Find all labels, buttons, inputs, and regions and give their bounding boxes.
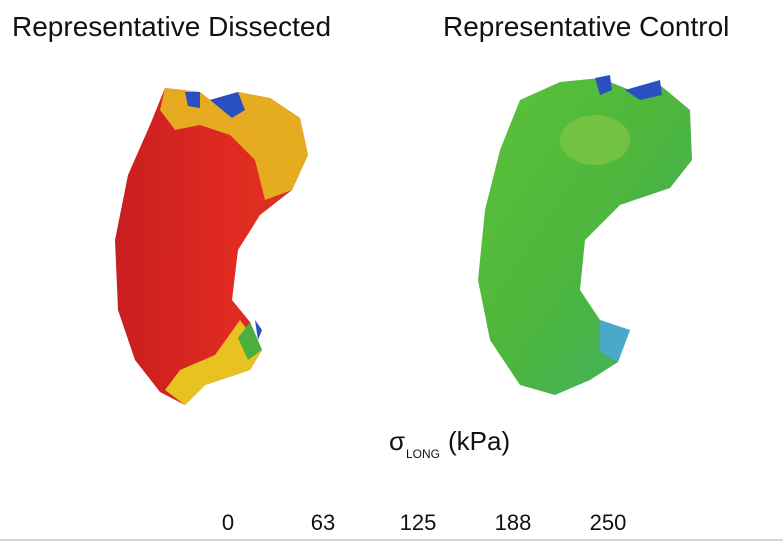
colorbar-tick-label: 188 <box>495 510 532 535</box>
panel-title: Representative Control <box>443 11 729 42</box>
colorbar-ticks: 0 63 125 188 250 <box>222 510 626 535</box>
colorbar-subscript: LONG <box>406 447 440 461</box>
colorbar-symbol: σ <box>389 426 405 456</box>
dissected-aorta <box>115 88 308 405</box>
figure: Representative Dissected Representative … <box>0 0 783 542</box>
colorbar-tick-label: 63 <box>311 510 335 535</box>
colorbar-unit: (kPa) <box>448 426 510 456</box>
colorbar-tick-label: 0 <box>222 510 234 535</box>
panel-title: Representative Dissected <box>12 11 331 42</box>
colorbar-tick-label: 250 <box>590 510 627 535</box>
colorbar-tick-label: 125 <box>400 510 437 535</box>
control-aorta <box>478 75 692 395</box>
